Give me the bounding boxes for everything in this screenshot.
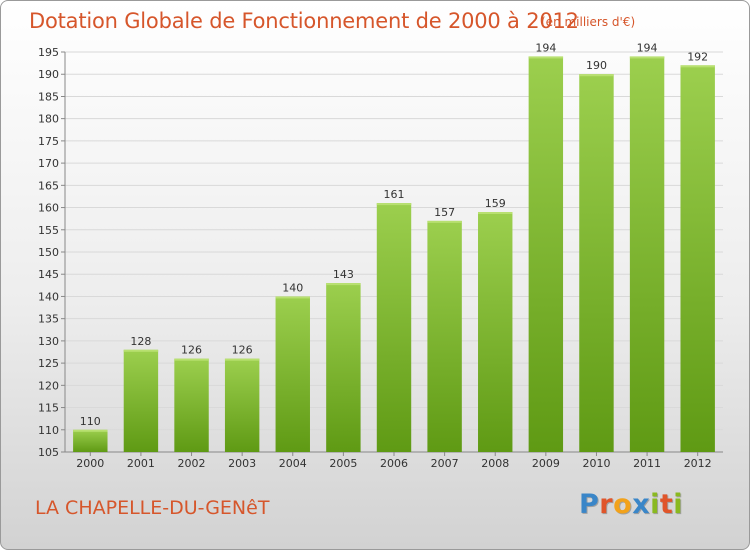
bar — [680, 65, 715, 452]
proxiti-logo: Proxiti — [579, 489, 683, 520]
y-tick-label: 110 — [38, 424, 59, 437]
bar-value-label: 143 — [333, 268, 354, 281]
y-tick-label: 160 — [38, 202, 59, 215]
bar-highlight — [478, 212, 513, 214]
y-tick-label: 125 — [38, 357, 59, 370]
bar-value-label: 128 — [130, 335, 151, 348]
x-tick-label: 2012 — [684, 457, 712, 470]
logo-letter: P — [579, 489, 600, 520]
x-tick-label: 2010 — [582, 457, 610, 470]
logo-letter: o — [613, 489, 633, 520]
logo-letter: r — [599, 489, 614, 520]
x-tick-label: 2006 — [380, 457, 408, 470]
y-tick-label: 130 — [38, 335, 59, 348]
y-tick-label: 155 — [38, 224, 59, 237]
y-tick-label: 145 — [38, 268, 59, 281]
y-tick-label: 195 — [38, 46, 59, 59]
x-tick-label: 2003 — [228, 457, 256, 470]
bar-highlight — [123, 349, 159, 352]
bar — [174, 358, 209, 452]
bar-highlight — [326, 283, 361, 286]
y-tick-label: 105 — [38, 446, 59, 459]
y-tick-label: 120 — [38, 379, 59, 392]
x-tick-label: 2002 — [178, 457, 206, 470]
y-tick-label: 165 — [38, 179, 59, 192]
bar-value-label: 140 — [282, 281, 303, 294]
x-tick-label: 2009 — [532, 457, 560, 470]
bar-highlight — [528, 56, 564, 59]
bar-value-label: 110 — [80, 415, 101, 428]
bar — [376, 203, 412, 452]
bar-value-label: 194 — [535, 41, 556, 54]
x-tick-label: 2001 — [127, 457, 155, 470]
bar-value-label: 126 — [181, 344, 202, 357]
x-tick-label: 2011 — [633, 457, 661, 470]
bar-value-label: 192 — [687, 50, 708, 63]
bar — [478, 212, 513, 452]
bar — [629, 56, 665, 452]
bar — [73, 429, 108, 452]
logo-letter: x — [632, 489, 651, 520]
bar — [275, 296, 310, 452]
bar — [528, 56, 564, 452]
bar-highlight — [579, 74, 614, 77]
y-tick-label: 170 — [38, 157, 59, 170]
y-tick-label: 135 — [38, 313, 59, 326]
bar — [427, 220, 462, 452]
bar-value-label: 159 — [485, 197, 506, 210]
bar-value-label: 190 — [586, 59, 607, 72]
x-tick-label: 2005 — [329, 457, 357, 470]
logo-letter: t — [659, 489, 674, 520]
bar-value-label: 194 — [637, 41, 658, 54]
bar-highlight — [174, 358, 209, 361]
x-tick-label: 2007 — [431, 457, 459, 470]
bar-highlight — [275, 296, 310, 299]
bar-value-label: 157 — [434, 206, 455, 219]
x-tick-label: 2008 — [481, 457, 509, 470]
y-tick-label: 150 — [38, 246, 59, 259]
bar-highlight — [224, 358, 260, 361]
x-tick-label: 2004 — [279, 457, 307, 470]
y-tick-label: 190 — [38, 68, 59, 81]
y-tick-label: 175 — [38, 135, 59, 148]
bar-highlight — [680, 65, 715, 68]
y-tick-label: 180 — [38, 113, 59, 126]
bar-value-label: 161 — [384, 188, 405, 201]
bar — [224, 358, 260, 452]
bars: 110 128 126 126 140 143 161 157 159 194 190 194 192 — [73, 41, 715, 452]
chart-subtitle: (en milliers d'€) — [541, 15, 636, 29]
logo-letter: i — [650, 489, 660, 520]
y-tick-label: 185 — [38, 90, 59, 103]
chart-title: Dotation Globale de Fonctionnement de 20… — [29, 9, 579, 33]
y-axis-ticks: 105 110 115 120 125 130 135 140 145 150 155 160 165 1… — [38, 46, 65, 459]
x-axis-ticks: 2000 2001 2002 2003 2004 2005 2006 2007 2008 2009… — [76, 452, 712, 470]
bar — [123, 349, 159, 452]
logo-letter: i — [673, 489, 684, 520]
y-tick-label: 140 — [38, 290, 59, 303]
bar-value-label: 126 — [232, 344, 253, 357]
bar-highlight — [73, 429, 108, 432]
bar — [326, 283, 361, 452]
bar-highlight — [629, 56, 665, 59]
bar — [579, 74, 614, 452]
y-tick-label: 115 — [38, 402, 59, 415]
commune-name: LA CHAPELLE-DU-GENêT — [35, 497, 270, 519]
bar-highlight — [376, 203, 412, 206]
bar-highlight — [427, 220, 462, 223]
x-tick-label: 2000 — [76, 457, 104, 470]
